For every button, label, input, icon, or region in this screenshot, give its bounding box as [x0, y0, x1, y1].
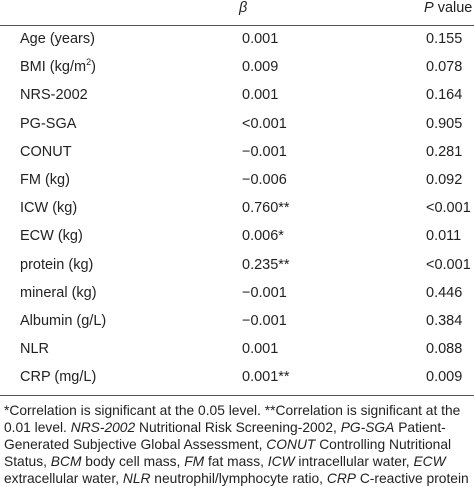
p-value: 0.009 — [426, 369, 463, 386]
table-header: β P value — [0, 0, 474, 26]
variable-label-suffix: ) — [91, 59, 96, 76]
footnote-abbreviation: CRP — [326, 471, 356, 487]
footnote-abbreviation: ICW — [267, 454, 295, 470]
table-row: ICW (kg) 0.760** <0.001 — [0, 196, 474, 224]
beta-value: 0.001 — [242, 31, 279, 47]
variable-label: Age (years) — [20, 31, 95, 47]
beta-value: −0.006 — [242, 171, 287, 188]
table-row: PG-SGA <0.001 0.905 — [0, 112, 474, 140]
table-row: Albumin (g/L) −0.001 0.384 — [0, 309, 474, 337]
footnote-text: extracellular water, — [4, 471, 123, 487]
p-value: 0.088 — [426, 341, 463, 358]
p-value: 0.446 — [426, 284, 463, 301]
footnote-text: C-reactive protein — [356, 471, 469, 487]
beta-value: <0.001 — [242, 115, 287, 132]
beta-value: 0.001** — [242, 369, 290, 386]
p-value: 0.164 — [426, 87, 463, 104]
footnote-text: *Correlation is significant at the 0.05 … — [4, 403, 461, 436]
variable-label: BMI (kg/m2) — [20, 57, 96, 76]
footnote-abbreviation: NLR — [122, 471, 151, 487]
footnote-text: Nutritional Risk Screening-2002, — [135, 420, 341, 436]
header-p-rest: value — [433, 0, 473, 16]
table-row: FM (kg) −0.006 0.092 — [0, 168, 474, 196]
footnote-text: neutrophil/lymphocyte ratio, — [150, 471, 327, 487]
beta-value: −0.001 — [242, 312, 287, 329]
header-p-value: P value — [424, 0, 472, 16]
variable-label: ECW (kg) — [20, 228, 83, 245]
p-value: <0.001 — [426, 256, 471, 273]
p-value: 0.078 — [426, 59, 463, 76]
variable-label: protein (kg) — [20, 256, 94, 273]
beta-value: 0.001 — [242, 341, 279, 358]
p-value: 0.281 — [426, 143, 463, 160]
variable-label: Albumin (g/L) — [20, 312, 107, 329]
beta-value: 0.235** — [242, 256, 290, 273]
table-body: Age (years) 0.001 0.155 BMI (kg/m2) 0.009 0.0… — [0, 26, 474, 393]
variable-label: mineral (kg) — [20, 284, 97, 301]
table-row: ECW (kg) 0.006* 0.011 — [0, 224, 474, 252]
footnote-text: body cell mass, — [81, 454, 185, 470]
beta-value: 0.009 — [242, 59, 279, 76]
beta-value: 0.006* — [242, 228, 284, 245]
header-beta: β — [239, 0, 248, 16]
beta-value: 0.001 — [242, 87, 279, 104]
beta-value: −0.001 — [242, 284, 287, 301]
table-row: Age (years) 0.001 0.155 — [0, 27, 474, 55]
footnote-text: intracellular water, — [294, 454, 414, 470]
footnote-abbreviation: ECW — [413, 454, 446, 470]
footnote-abbreviation: PG-SGA — [340, 420, 395, 436]
variable-label: NLR — [20, 341, 50, 358]
p-value: 0.011 — [426, 228, 462, 245]
footnote-text: Patient-Generated Subjective Global Asse… — [4, 420, 446, 453]
variable-label: CONUT — [20, 143, 72, 160]
header-p-italic: P — [424, 0, 434, 16]
footnote-text: Controlling Nutritional Status, — [4, 437, 452, 470]
beta-value: 0.760** — [242, 200, 290, 217]
variable-label: CRP (mg/L) — [20, 369, 97, 386]
table-row: protein (kg) 0.235** <0.001 — [0, 253, 474, 281]
table-row: BMI (kg/m2) 0.009 0.078 — [0, 55, 474, 83]
footnote-abbreviation: FM — [184, 454, 205, 470]
table-row: NRS-2002 0.001 0.164 — [0, 83, 474, 111]
footnote-abbreviation: CONUT — [266, 437, 316, 453]
p-value: 0.092 — [426, 171, 463, 188]
table-row: CONUT −0.001 0.281 — [0, 140, 474, 168]
p-value: <0.001 — [426, 200, 471, 217]
table-row: mineral (kg) −0.001 0.446 — [0, 281, 474, 309]
p-value: 0.155 — [426, 31, 463, 47]
footnote-text: fat mass, — [204, 454, 268, 470]
table-bottom-rule — [0, 395, 474, 397]
footnote-abbreviation: NRS-2002 — [70, 420, 136, 436]
table-row: NLR 0.001 0.088 — [0, 337, 474, 365]
table-row: CRP (mg/L) 0.001** 0.009 — [0, 365, 474, 393]
variable-label-superscript: 2 — [86, 57, 92, 68]
p-value: 0.905 — [426, 115, 463, 132]
beta-value: −0.001 — [242, 143, 287, 160]
table-footnote: *Correlation is significant at the 0.05 … — [0, 396, 474, 487]
variable-label: ICW (kg) — [20, 200, 78, 217]
variable-label-text: BMI (kg/m — [20, 59, 87, 76]
p-value: 0.384 — [426, 312, 463, 329]
variable-label: NRS-2002 — [20, 87, 88, 104]
footnote-abbreviation: BCM — [50, 454, 82, 470]
variable-label: PG-SGA — [20, 115, 77, 132]
variable-label: FM (kg) — [20, 171, 70, 188]
